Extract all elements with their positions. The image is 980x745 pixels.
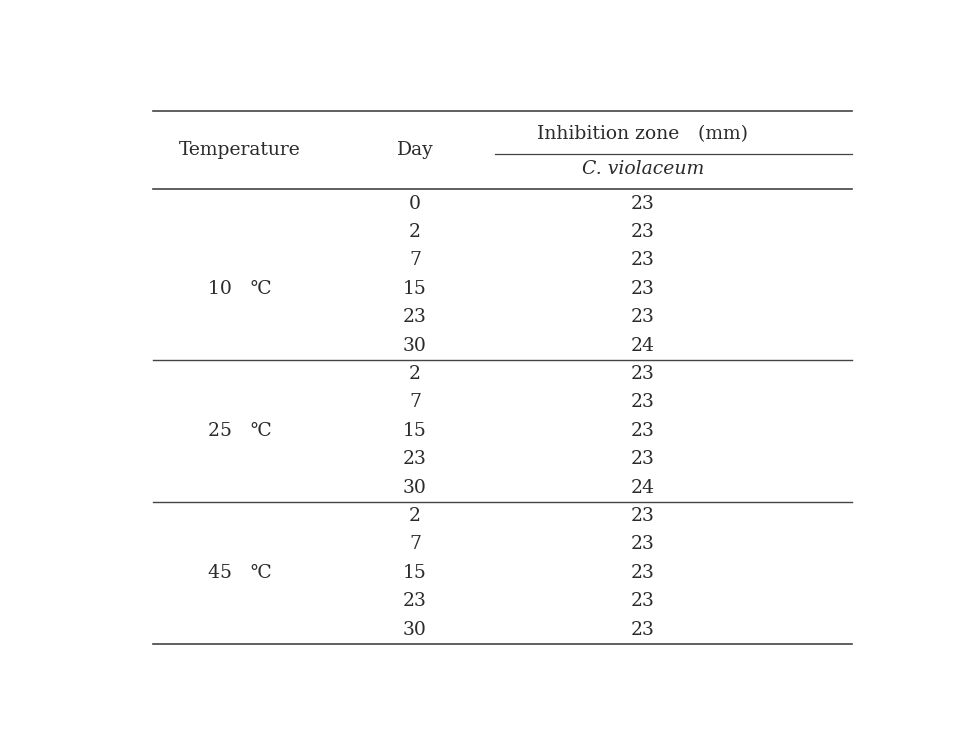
Text: 23: 23 — [631, 365, 655, 383]
Text: 23: 23 — [403, 308, 427, 326]
Text: 2: 2 — [409, 507, 420, 525]
Text: 23: 23 — [631, 592, 655, 610]
Text: 25 ℃: 25 ℃ — [209, 422, 272, 440]
Text: 23: 23 — [403, 450, 427, 469]
Text: 23: 23 — [631, 194, 655, 212]
Text: 7: 7 — [409, 536, 420, 554]
Text: 15: 15 — [403, 422, 427, 440]
Text: Day: Day — [397, 142, 433, 159]
Text: 0: 0 — [409, 194, 420, 212]
Text: 45 ℃: 45 ℃ — [209, 564, 272, 582]
Text: 7: 7 — [409, 252, 420, 270]
Text: 23: 23 — [631, 393, 655, 411]
Text: 23: 23 — [631, 252, 655, 270]
Text: 15: 15 — [403, 564, 427, 582]
Text: 23: 23 — [403, 592, 427, 610]
Text: 30: 30 — [403, 621, 427, 638]
Text: C. violaceum: C. violaceum — [582, 160, 704, 179]
Text: 15: 15 — [403, 280, 427, 298]
Text: 23: 23 — [631, 422, 655, 440]
Text: 23: 23 — [631, 223, 655, 241]
Text: Inhibition zone (mm): Inhibition zone (mm) — [537, 125, 749, 143]
Text: 23: 23 — [631, 507, 655, 525]
Text: 24: 24 — [631, 478, 655, 497]
Text: 2: 2 — [409, 365, 420, 383]
Text: 23: 23 — [631, 536, 655, 554]
Text: 23: 23 — [631, 308, 655, 326]
Text: Temperature: Temperature — [179, 142, 301, 159]
Text: 23: 23 — [631, 280, 655, 298]
Text: 24: 24 — [631, 337, 655, 355]
Text: 30: 30 — [403, 478, 427, 497]
Text: 30: 30 — [403, 337, 427, 355]
Text: 10 ℃: 10 ℃ — [209, 280, 272, 298]
Text: 7: 7 — [409, 393, 420, 411]
Text: 23: 23 — [631, 450, 655, 469]
Text: 2: 2 — [409, 223, 420, 241]
Text: 23: 23 — [631, 621, 655, 638]
Text: 23: 23 — [631, 564, 655, 582]
